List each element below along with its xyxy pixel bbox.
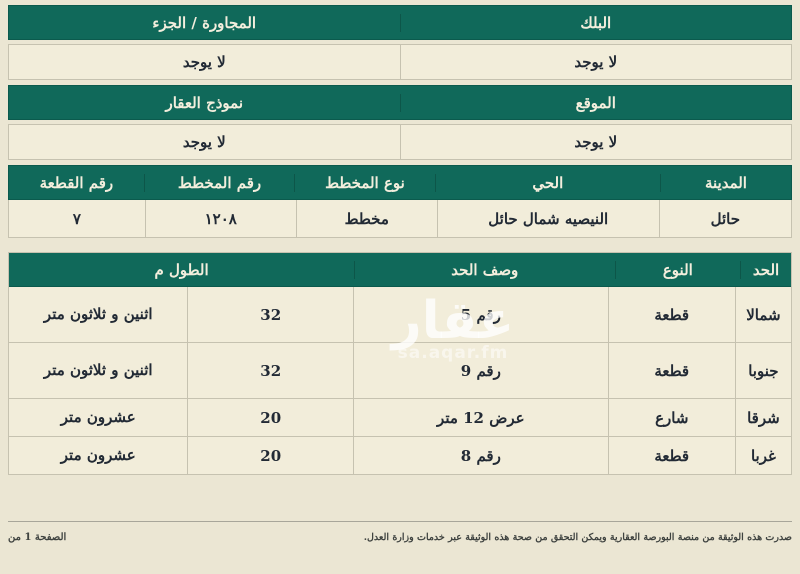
- plan-value-row: حائل النيصيه شمال حائل مخطط ١٢٠٨ ٧: [8, 200, 792, 238]
- cell-description: رقم 9: [354, 343, 609, 398]
- block-value-row: لا يوجد لا يوجد: [8, 44, 792, 80]
- cell-type: قطعة: [609, 343, 736, 398]
- table-row-south: جنوبا قطعة رقم 9 32 اثنين و ثلاثون متر: [9, 342, 791, 398]
- cell-length-text: عشرون متر: [9, 399, 189, 436]
- header-length-m: الطول م: [9, 260, 356, 279]
- cell-side: غربا: [750, 446, 776, 465]
- cell-side: شرقا: [747, 408, 780, 427]
- value-district: النيصيه شمال حائل: [438, 200, 660, 237]
- cell-side: جنوبا: [748, 361, 779, 380]
- value-property-model: لا يوجد: [9, 125, 401, 159]
- value-plot-number: ٧: [9, 200, 146, 237]
- cell-length-text: اثنين و ثلاثون متر: [9, 287, 189, 342]
- plan-header-row: المدينة الحي نوع المخطط رقم المخطط رقم ا…: [8, 165, 792, 200]
- document-content: البلك المجاورة / الجزء لا يوجد لا يوجد ا…: [8, 5, 792, 475]
- document-footer: صدرت هذه الوثيقة من منصة البورصة العقاري…: [8, 521, 792, 543]
- header-district: الحي: [436, 173, 661, 192]
- boundaries-header-row: الحد النوع وصف الحد الطول م: [9, 253, 791, 287]
- table-row-east: شرقا شارع عرض 12 متر 20 عشرون متر: [9, 398, 791, 436]
- cell-description: عرض 12 متر: [354, 399, 609, 436]
- footer-page-number: الصفحة 1 من: [8, 532, 67, 543]
- cell-type: قطعة: [609, 287, 736, 342]
- header-city: المدينة: [704, 173, 747, 192]
- header-plan-number: رقم المخطط: [145, 173, 296, 192]
- cell-length-text: اثنين و ثلاثون متر: [9, 343, 189, 398]
- header-boundary-description: وصف الحد: [355, 260, 616, 279]
- cell-length-number: 20: [188, 437, 354, 474]
- cell-side: شمالا: [746, 305, 781, 324]
- value-city: حائل: [710, 209, 741, 228]
- section-block: البلك المجاورة / الجزء لا يوجد لا يوجد: [8, 5, 792, 80]
- table-row-west: غربا قطعة رقم 8 20 عشرون متر: [9, 436, 791, 474]
- length-text: اثنين و ثلاثون متر: [43, 361, 153, 380]
- cell-length-number: 20: [188, 399, 354, 436]
- cell-length-number: 32: [188, 287, 354, 342]
- value-neighbouring-part: لا يوجد: [9, 45, 401, 79]
- cell-length-text: عشرون متر: [9, 437, 189, 474]
- value-plan-type: مخطط: [297, 200, 438, 237]
- block-header-row: البلك المجاورة / الجزء: [8, 5, 792, 40]
- cell-type: قطعة: [609, 437, 736, 474]
- length-text: عشرون متر: [60, 446, 136, 465]
- table-row-north: شمالا قطعة رقم 5 32 اثنين و ثلاثون متر: [9, 287, 791, 342]
- header-boundary: الحد: [752, 260, 780, 279]
- cell-type: شارع: [609, 399, 736, 436]
- section-location: الموقع نموذج العقار لا يوجد لا يوجد: [8, 85, 792, 160]
- section-plan: المدينة الحي نوع المخطط رقم المخطط رقم ا…: [8, 165, 792, 238]
- boundaries-table: الحد النوع وصف الحد الطول م شمالا قطعة ر…: [8, 252, 792, 475]
- value-location: لا يوجد: [574, 133, 618, 151]
- length-text: عشرون متر: [60, 408, 136, 427]
- footer-disclaimer: صدرت هذه الوثيقة من منصة البورصة العقاري…: [363, 532, 792, 543]
- cell-description: رقم 8: [354, 437, 609, 474]
- header-type: النوع: [616, 260, 742, 279]
- header-plan-type: نوع المخطط: [295, 173, 436, 192]
- value-block: لا يوجد: [574, 53, 618, 71]
- location-header-row: الموقع نموذج العقار: [8, 85, 792, 120]
- header-neighbouring-part: المجاورة / الجزء: [9, 13, 401, 32]
- cell-description: رقم 5: [354, 287, 609, 342]
- cell-length-number: 32: [188, 343, 354, 398]
- location-value-row: لا يوجد لا يوجد: [8, 124, 792, 160]
- header-block: البلك: [580, 13, 612, 32]
- length-text: اثنين و ثلاثون متر: [43, 305, 153, 324]
- header-plot-number: رقم القطعة: [9, 173, 145, 192]
- value-plan-number: ١٢٠٨: [146, 200, 297, 237]
- header-location: الموقع: [575, 93, 616, 112]
- header-property-model: نموذج العقار: [9, 93, 401, 112]
